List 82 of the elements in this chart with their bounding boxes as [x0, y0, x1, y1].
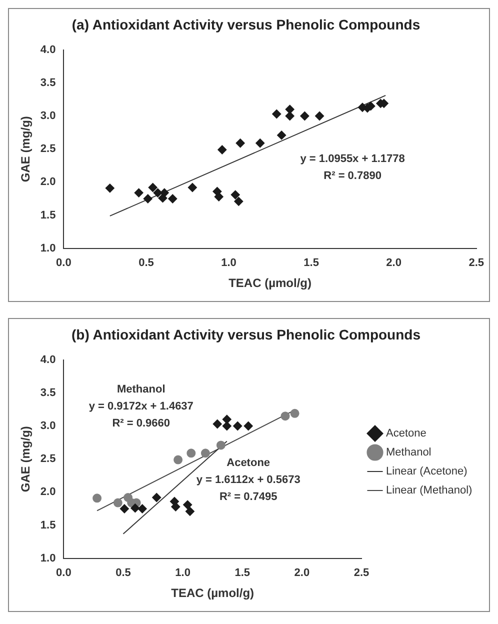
y-tick-label: 3.5 [40, 76, 56, 89]
y-tick-label: 2.5 [40, 453, 56, 466]
point [216, 440, 226, 450]
point [185, 506, 194, 516]
point [244, 422, 253, 430]
x-tick-label: 1.0 [175, 567, 190, 580]
point [200, 448, 210, 458]
point [168, 194, 178, 204]
annotation: y = 1.0955x + 1.1778 [300, 153, 405, 166]
point [285, 112, 294, 120]
point [188, 182, 197, 192]
annotation: y = 1.6112x + 0.5673 [196, 474, 300, 486]
y-tick-label: 2.5 [40, 143, 56, 156]
point [212, 420, 222, 429]
legend-label: Linear (Methanol) [386, 484, 472, 497]
legend-label: Methanol [386, 446, 432, 459]
y-tick-label: 3.0 [40, 420, 56, 432]
point [153, 188, 162, 198]
y-axis-title: GAE (mg/g) [18, 116, 33, 182]
x-tick-label: 1.5 [234, 567, 250, 580]
point [285, 104, 294, 114]
point [120, 504, 129, 514]
point [234, 196, 244, 206]
y-tick-label: 3.0 [40, 110, 56, 122]
x-tick-label: 2.0 [294, 567, 310, 580]
x-tick-label: 2.5 [354, 567, 370, 580]
point [105, 184, 114, 193]
legend-label: Linear (Acetone) [386, 466, 468, 478]
y-tick-label: 1.0 [40, 242, 56, 254]
point [152, 492, 162, 502]
point [222, 414, 232, 424]
y-tick-label: 4.0 [40, 354, 56, 366]
annotation: Acetone [226, 457, 270, 470]
chart-title: (a) Antioxidant Activity versus Phenolic Compounds [72, 16, 420, 32]
annotation: Methanol [116, 384, 166, 396]
point [230, 190, 240, 200]
point [174, 455, 183, 464]
x-tick-label: 0.5 [116, 567, 131, 580]
x-tick-label: 2.0 [386, 257, 402, 270]
point [113, 498, 122, 508]
point [148, 182, 158, 192]
y-axis-title: GAE (mg/g) [18, 426, 33, 492]
x-axis-title: TEAC (µmol/g) [171, 586, 254, 600]
x-tick-label: 0.0 [56, 567, 72, 580]
point [290, 408, 300, 418]
y-tick-label: 2.0 [40, 486, 56, 498]
y-tick-label: 1.5 [40, 519, 56, 532]
chart-title: (b) Antioxidant Activity versus Phenolic Compounds [72, 326, 421, 342]
point [134, 188, 144, 198]
point [92, 494, 102, 503]
point [300, 112, 310, 120]
point [143, 194, 152, 204]
y-tick-label: 1.5 [40, 209, 56, 222]
point [256, 138, 265, 148]
point [183, 500, 192, 510]
point [218, 145, 227, 154]
x-tick-label: 1.0 [221, 257, 236, 270]
y-tick-label: 2.0 [40, 176, 56, 188]
annotation: R² = 0.7890 [324, 170, 382, 182]
point [130, 504, 140, 513]
point [272, 110, 282, 119]
point [222, 422, 232, 430]
annotation: R² = 0.7495 [219, 491, 278, 504]
x-tick-label: 0.5 [138, 257, 154, 270]
point [277, 130, 286, 140]
point [315, 112, 324, 120]
x-tick-label: 2.5 [468, 257, 484, 270]
y-tick-label: 1.0 [40, 552, 56, 564]
x-tick-label: 0.0 [56, 257, 72, 270]
x-tick-label: 1.5 [304, 257, 319, 270]
point [138, 504, 147, 514]
y-tick-label: 4.0 [40, 44, 56, 56]
point [186, 448, 196, 458]
y-tick-label: 3.5 [40, 386, 56, 399]
point [214, 192, 224, 202]
annotation: y = 0.9172x + 1.4637 [88, 400, 194, 413]
legend-label: Acetone [386, 428, 426, 440]
point [280, 412, 290, 421]
x-axis-title: TEAC (µmol/g) [228, 276, 312, 290]
point [233, 422, 242, 430]
point [236, 138, 245, 148]
annotation: R² = 0.9660 [112, 418, 170, 430]
